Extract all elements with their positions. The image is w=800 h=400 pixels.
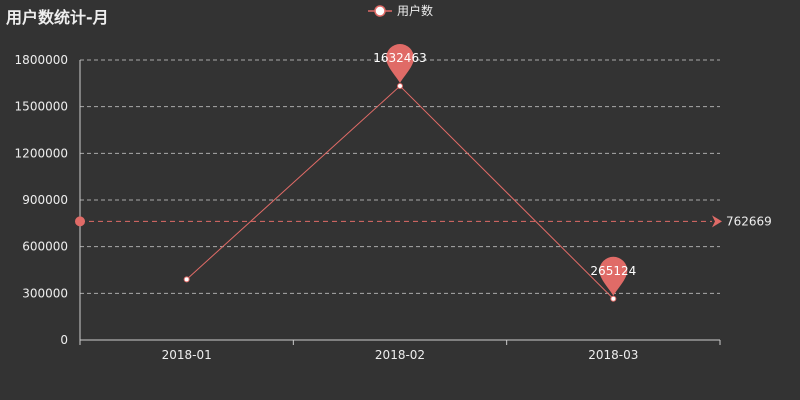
mark-line-label: 762669 xyxy=(726,214,772,228)
y-tick-label: 900000 xyxy=(22,193,68,207)
legend[interactable]: 用户数 xyxy=(368,3,433,18)
y-tick-label: 1800000 xyxy=(15,53,68,67)
y-tick-label: 600000 xyxy=(22,240,68,254)
mark-line-arrow xyxy=(712,215,722,228)
mark-pins: 1632463 265124 xyxy=(373,44,636,296)
chart-title: 用户数统计-月 xyxy=(6,8,109,27)
y-tick-label: 1200000 xyxy=(15,146,68,160)
x-tick-label: 2018-03 xyxy=(588,348,638,362)
data-point[interactable] xyxy=(610,295,617,302)
series-layer xyxy=(183,83,617,302)
x-tick-label: 2018-02 xyxy=(375,348,425,362)
mark-pin[interactable] xyxy=(599,256,628,296)
series-line xyxy=(186,85,614,300)
y-tick-label: 1500000 xyxy=(15,100,68,114)
data-point[interactable] xyxy=(183,276,190,283)
y-tick-label: 0 xyxy=(60,333,68,347)
mark-pin-label: 265124 xyxy=(590,264,636,278)
grid-lines xyxy=(80,59,720,294)
data-point[interactable] xyxy=(397,83,403,90)
x-tick-label: 2018-01 xyxy=(162,348,212,362)
legend-label[interactable]: 用户数 xyxy=(397,3,433,18)
y-tick-label: 300000 xyxy=(22,286,68,300)
mark-pin[interactable] xyxy=(386,44,414,84)
average-mark-line: 762669 xyxy=(75,214,772,228)
legend-marker[interactable] xyxy=(374,5,386,17)
mark-line-start-dot xyxy=(75,216,85,227)
mark-pin-label: 1632463 xyxy=(373,51,426,65)
axes: 0 300000 600000 900000 1200000 1500000 1800000… xyxy=(15,53,721,362)
